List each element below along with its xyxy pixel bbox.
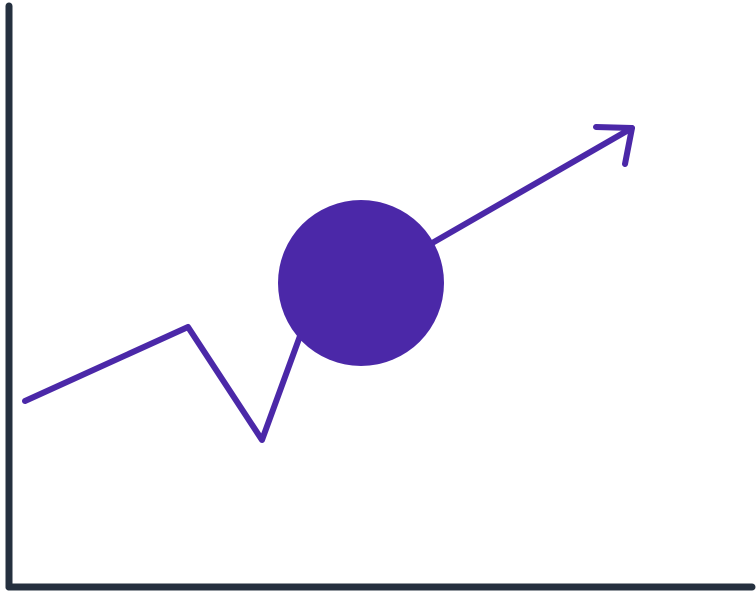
highlight-marker: [278, 200, 444, 366]
arrowhead-icon: [593, 124, 635, 167]
